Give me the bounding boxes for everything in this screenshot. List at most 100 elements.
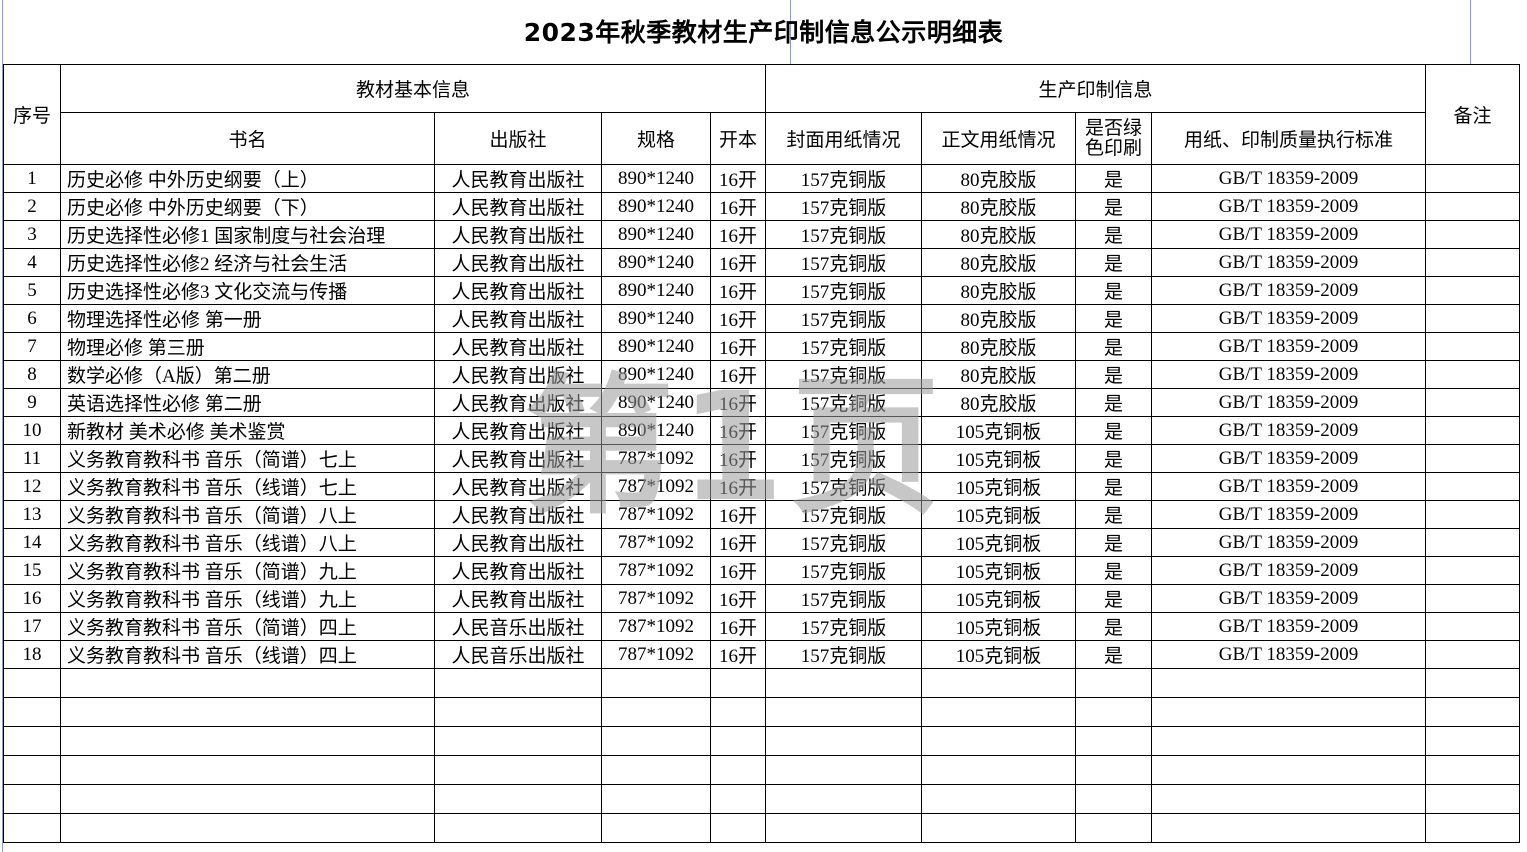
cell-empty[interactable]	[1075, 813, 1152, 843]
cell-remark[interactable]	[1425, 332, 1520, 361]
cell-quality-standard[interactable]: GB/T 18359-2009	[1151, 220, 1426, 249]
cell-empty[interactable]	[710, 668, 766, 698]
cell-empty[interactable]	[60, 697, 435, 727]
cell-spec[interactable]: 787*1092	[601, 500, 711, 529]
cell-empty[interactable]	[1075, 697, 1152, 727]
cell-quality-standard[interactable]: GB/T 18359-2009	[1151, 640, 1426, 669]
cell-cover-paper[interactable]: 157克铜版	[765, 640, 922, 669]
cell-green-print[interactable]: 是	[1075, 360, 1152, 389]
cell-publisher[interactable]: 人民音乐出版社	[434, 612, 602, 641]
cell-green-print[interactable]: 是	[1075, 584, 1152, 613]
cell-green-print[interactable]: 是	[1075, 640, 1152, 669]
cell-index[interactable]: 10	[3, 416, 61, 445]
cell-empty[interactable]	[60, 755, 435, 785]
cell-empty[interactable]	[601, 813, 711, 843]
cell-spec[interactable]: 787*1092	[601, 472, 711, 501]
cell-cover-paper[interactable]: 157克铜版	[765, 248, 922, 277]
cell-cover-paper[interactable]: 157克铜版	[765, 416, 922, 445]
cell-index[interactable]: 5	[3, 276, 61, 305]
cell-empty[interactable]	[921, 784, 1076, 814]
cell-text-paper[interactable]: 80克胶版	[921, 388, 1076, 417]
cell-green-print[interactable]: 是	[1075, 612, 1152, 641]
cell-book-name[interactable]: 义务教育教科书 音乐（线谱）八上	[60, 528, 435, 557]
cell-format[interactable]: 16开	[710, 472, 766, 501]
cell-remark[interactable]	[1425, 472, 1520, 501]
cell-cover-paper[interactable]: 157克铜版	[765, 388, 922, 417]
cell-cover-paper[interactable]: 157克铜版	[765, 164, 922, 193]
cell-format[interactable]: 16开	[710, 528, 766, 557]
cell-format[interactable]: 16开	[710, 640, 766, 669]
cell-empty[interactable]	[765, 813, 922, 843]
cell-remark[interactable]	[1425, 500, 1520, 529]
cell-empty[interactable]	[60, 784, 435, 814]
cell-publisher[interactable]: 人民教育出版社	[434, 584, 602, 613]
cell-index[interactable]: 13	[3, 500, 61, 529]
cell-cover-paper[interactable]: 157克铜版	[765, 220, 922, 249]
cell-empty[interactable]	[765, 726, 922, 756]
cell-format[interactable]: 16开	[710, 164, 766, 193]
cell-empty[interactable]	[921, 726, 1076, 756]
cell-format[interactable]: 16开	[710, 584, 766, 613]
cell-publisher[interactable]: 人民教育出版社	[434, 556, 602, 585]
cell-text-paper[interactable]: 80克胶版	[921, 332, 1076, 361]
cell-spec[interactable]: 787*1092	[601, 556, 711, 585]
cell-index[interactable]: 16	[3, 584, 61, 613]
cell-format[interactable]: 16开	[710, 360, 766, 389]
cell-remark[interactable]	[1425, 164, 1520, 193]
cell-cover-paper[interactable]: 157克铜版	[765, 332, 922, 361]
cell-book-name[interactable]: 义务教育教科书 音乐（线谱）四上	[60, 640, 435, 669]
cell-empty[interactable]	[710, 726, 766, 756]
cell-text-paper[interactable]: 80克胶版	[921, 220, 1076, 249]
cell-spec[interactable]: 890*1240	[601, 416, 711, 445]
cell-text-paper[interactable]: 105克铜板	[921, 472, 1076, 501]
cell-empty[interactable]	[3, 668, 61, 698]
cell-empty[interactable]	[1075, 726, 1152, 756]
cell-cover-paper[interactable]: 157克铜版	[765, 528, 922, 557]
cell-remark[interactable]	[1425, 248, 1520, 277]
cell-cover-paper[interactable]: 157克铜版	[765, 304, 922, 333]
cell-empty[interactable]	[1425, 755, 1520, 785]
cell-cover-paper[interactable]: 157克铜版	[765, 612, 922, 641]
cell-empty[interactable]	[601, 726, 711, 756]
cell-empty[interactable]	[1075, 668, 1152, 698]
cell-quality-standard[interactable]: GB/T 18359-2009	[1151, 304, 1426, 333]
cell-empty[interactable]	[710, 784, 766, 814]
cell-book-name[interactable]: 数学必修（A版）第二册	[60, 360, 435, 389]
cell-spec[interactable]: 890*1240	[601, 220, 711, 249]
cell-text-paper[interactable]: 105克铜板	[921, 444, 1076, 473]
cell-index[interactable]: 17	[3, 612, 61, 641]
cell-format[interactable]: 16开	[710, 388, 766, 417]
cell-empty[interactable]	[601, 668, 711, 698]
cell-publisher[interactable]: 人民教育出版社	[434, 388, 602, 417]
cell-publisher[interactable]: 人民教育出版社	[434, 248, 602, 277]
cell-empty[interactable]	[765, 755, 922, 785]
cell-empty[interactable]	[60, 726, 435, 756]
cell-publisher[interactable]: 人民教育出版社	[434, 192, 602, 221]
cell-empty[interactable]	[3, 784, 61, 814]
cell-green-print[interactable]: 是	[1075, 332, 1152, 361]
cell-empty[interactable]	[1151, 726, 1426, 756]
cell-empty[interactable]	[601, 784, 711, 814]
cell-quality-standard[interactable]: GB/T 18359-2009	[1151, 584, 1426, 613]
cell-text-paper[interactable]: 80克胶版	[921, 248, 1076, 277]
cell-empty[interactable]	[3, 726, 61, 756]
cell-empty[interactable]	[765, 668, 922, 698]
cell-empty[interactable]	[434, 697, 602, 727]
cell-remark[interactable]	[1425, 556, 1520, 585]
cell-book-name[interactable]: 物理选择性必修 第一册	[60, 304, 435, 333]
cell-publisher[interactable]: 人民教育出版社	[434, 360, 602, 389]
cell-index[interactable]: 12	[3, 472, 61, 501]
cell-green-print[interactable]: 是	[1075, 192, 1152, 221]
cell-spec[interactable]: 890*1240	[601, 332, 711, 361]
cell-format[interactable]: 16开	[710, 332, 766, 361]
cell-spec[interactable]: 890*1240	[601, 388, 711, 417]
cell-format[interactable]: 16开	[710, 416, 766, 445]
cell-book-name[interactable]: 物理必修 第三册	[60, 332, 435, 361]
cell-text-paper[interactable]: 105克铜板	[921, 556, 1076, 585]
cell-spec[interactable]: 890*1240	[601, 304, 711, 333]
cell-publisher[interactable]: 人民教育出版社	[434, 304, 602, 333]
cell-publisher[interactable]: 人民教育出版社	[434, 500, 602, 529]
cell-empty[interactable]	[1425, 784, 1520, 814]
cell-text-paper[interactable]: 80克胶版	[921, 192, 1076, 221]
cell-cover-paper[interactable]: 157克铜版	[765, 192, 922, 221]
